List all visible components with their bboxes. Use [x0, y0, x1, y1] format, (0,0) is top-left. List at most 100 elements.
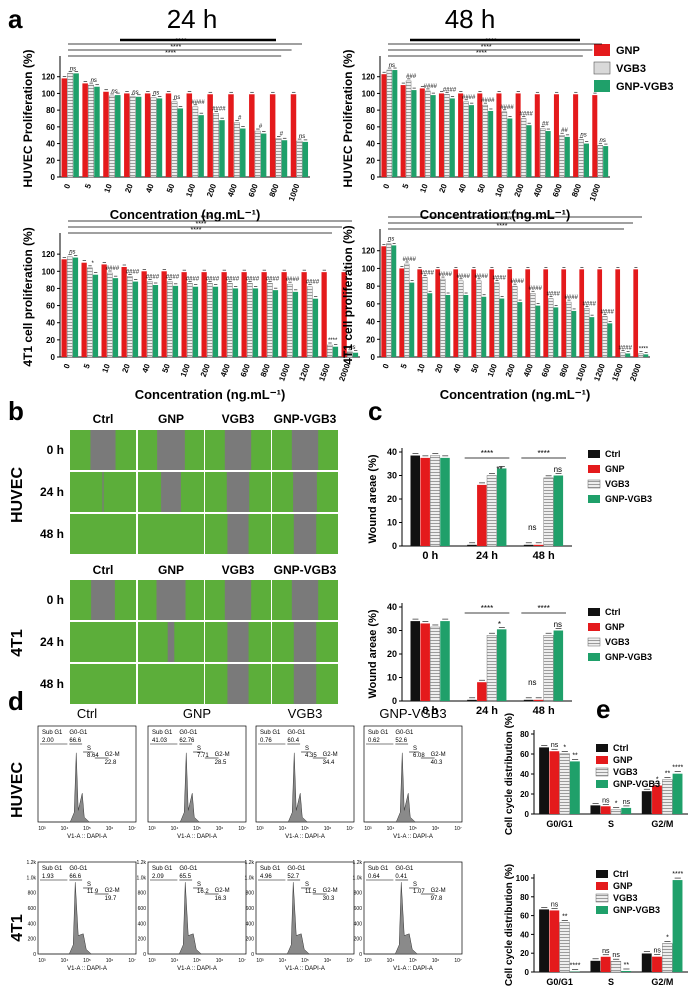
x-tick-label: 40: [144, 182, 156, 194]
y-tick-label: 40: [520, 770, 529, 779]
x-tick-label: 100: [493, 182, 506, 198]
y-axis-label: Wound areae (%): [367, 454, 379, 543]
huvec-row-label: 0 h: [47, 443, 64, 457]
legend-swatch: [588, 495, 600, 503]
gate-label-sub: Sub G1: [260, 730, 281, 736]
significance-label: ####: [186, 276, 200, 282]
x-tick-label: 10⁵: [301, 826, 309, 832]
t41-row-label: 48 h: [40, 677, 64, 691]
x-tick-label: 10⁵: [193, 958, 201, 964]
gate-label-g0: G0-G1: [287, 866, 306, 872]
d-col-label: VGB3: [288, 706, 323, 721]
x-tick-label: 0: [381, 362, 391, 370]
significance-label: ####: [456, 274, 470, 280]
d-group-label-4t1: 4T1: [9, 914, 26, 942]
value-subg1: 2.00: [42, 738, 54, 744]
legend-swatch: [588, 653, 600, 661]
value-g0g1: 66.6: [69, 874, 81, 880]
significance-label: ##: [542, 122, 549, 128]
significance-label: ####: [306, 280, 320, 286]
significance-label: ####: [582, 301, 596, 307]
x-tick-label: 10⁵: [301, 958, 309, 964]
t41-wound-gap: [167, 622, 175, 662]
y-tick-label: 80: [366, 106, 375, 115]
x-tick-label: 10⁶: [106, 958, 114, 964]
bar-gnp-vgb3: [156, 98, 163, 177]
y-tick-label: 120: [42, 73, 56, 82]
bar-gnp: [381, 246, 387, 357]
x-tick-label: 40: [451, 362, 463, 374]
bracket-stars: ****: [481, 449, 493, 458]
x-tick-label: 10³: [38, 826, 46, 832]
value-subg1: 0.62: [368, 738, 380, 744]
significance-label: ns: [623, 799, 631, 806]
significance-label: ####: [492, 276, 506, 282]
y-tick-label: 800: [354, 891, 363, 897]
x-tick-label: 400: [532, 182, 545, 198]
bar-gnp-vgb3: [545, 131, 551, 177]
bar-gnp-vgb3: [427, 293, 433, 357]
x-tick-label: 10⁷: [238, 826, 246, 832]
value-subg1: 1.93: [42, 874, 54, 880]
x-tick-label: 1000: [277, 362, 292, 382]
bar-ctrl: [467, 544, 477, 546]
bar-vgb3: [213, 113, 220, 178]
x-tick-label: 50: [476, 182, 488, 194]
bar-vgb3: [543, 477, 554, 547]
bar-gnp-vgb3: [112, 278, 119, 357]
gate-label-sub: Sub G1: [368, 866, 389, 872]
bar-gnp: [579, 269, 585, 357]
x-axis-label: V1-A :: DAPI-A: [285, 834, 325, 840]
significance-label: ####: [438, 272, 452, 278]
x-tick-label: 50: [469, 362, 481, 374]
bar-vgb3: [476, 280, 482, 358]
x-tick-label: 48 h: [533, 705, 555, 717]
x-tick-label: 2000: [628, 362, 643, 382]
legend-label: VGB3: [605, 637, 630, 647]
bar-gnp-vgb3: [115, 95, 121, 177]
bar-gnp: [525, 269, 531, 357]
x-tick-label: 40: [140, 362, 152, 374]
x-tick-label: 800: [259, 362, 272, 378]
x-tick-label: 400: [219, 362, 232, 378]
bar-vgb3: [578, 139, 584, 178]
value-g0g1: 66.6: [69, 738, 81, 744]
value-g0g1: 65.5: [179, 874, 191, 880]
gate-label-sub: Sub G1: [42, 866, 63, 872]
y-tick-label: 600: [138, 906, 147, 912]
x-tick-label: G2/M: [651, 819, 673, 829]
significance-label: *: [91, 261, 94, 267]
legend-c-huvec: Ctrl GNP VGB3 GNP-VGB3: [587, 449, 652, 504]
gate-label-g2: G2-M: [323, 752, 338, 758]
bar-ctrl: [523, 699, 534, 701]
x-tick-label: 10⁴: [61, 958, 69, 964]
bracket-stars: ****: [501, 217, 512, 224]
value-s: 7.71: [197, 753, 209, 759]
legend-a-swatch-gnp-vgb3: [594, 80, 610, 92]
y-axis-label: 4T1 cell proliferation (%): [341, 225, 355, 364]
gate-label-g0: G0-G1: [179, 730, 198, 736]
bar-vgb3: [620, 352, 626, 358]
value-g0g1: 60.4: [287, 738, 299, 744]
huvec-wound-gap: [293, 514, 317, 554]
bar-gnp: [381, 74, 387, 177]
bar-gnp-vgb3: [240, 128, 246, 177]
bar-vgb3: [129, 96, 136, 178]
bar-gnp: [186, 93, 193, 177]
y-tick-label: 60: [520, 912, 529, 921]
x-tick-label: 1000: [287, 182, 302, 202]
bar-gnp-vgb3: [463, 295, 469, 357]
bar-vgb3: [86, 267, 93, 358]
significance-label: ****: [328, 338, 338, 344]
gate-label-s: S: [305, 882, 309, 888]
y-tick-label: 120: [42, 250, 56, 259]
value-g0g1: 62.76: [179, 738, 195, 744]
bar-vgb3: [559, 922, 570, 973]
x-tick-label: 800: [558, 362, 571, 378]
bar-gnp: [61, 78, 68, 177]
bar-gnp: [477, 93, 483, 177]
bar-gnp-vgb3: [553, 630, 564, 701]
significance-label: ####: [546, 292, 560, 298]
bar-gnp-vgb3: [94, 86, 100, 177]
significance-label: #: [238, 116, 242, 122]
